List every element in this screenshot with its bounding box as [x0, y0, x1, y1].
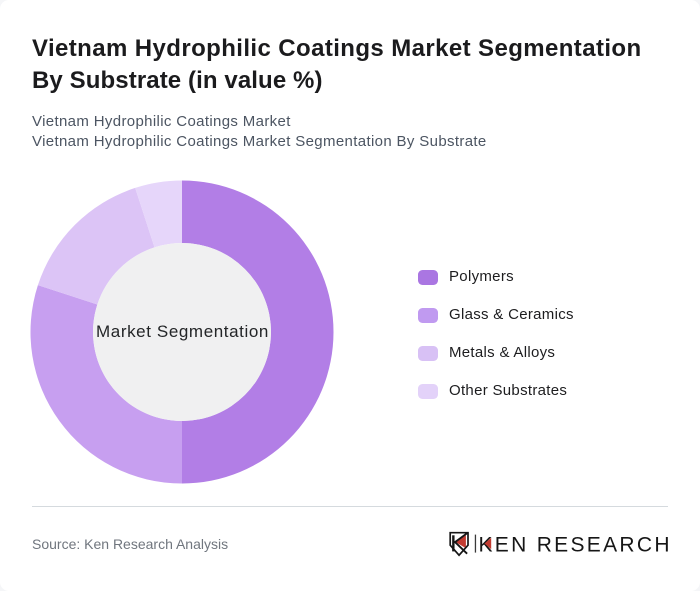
svg-text:KEN RESEARCH: KEN RESEARCH [479, 534, 671, 557]
